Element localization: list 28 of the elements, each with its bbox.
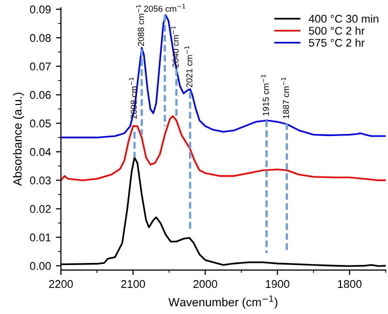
y-axis-title: Absorbance (a.u.) [13, 92, 24, 186]
annotation: 1915 cm$^{−1}$ [261, 74, 269, 116]
y-tick-label: 0.02 [30, 205, 51, 213]
annotation: 1887 cm$^{−1}$ [281, 78, 290, 118]
x-tick-label: 2100 [121, 280, 146, 288]
legend-label: 575 °C 2 hr [308, 38, 365, 47]
y-tick-label: 0.06 [30, 91, 51, 99]
y-tick-label: 0.00 [30, 262, 51, 270]
y-tick-label: 0.09 [30, 6, 51, 14]
y-tick-label: 0.05 [30, 120, 51, 128]
legend-label: 400 °C 30 min [308, 14, 378, 23]
x-tick-label: 1800 [338, 280, 362, 288]
x-tick-label: 2200 [49, 280, 73, 288]
x-axis-title: Wavenumber (cm$^{−1}$) [168, 296, 278, 309]
annotation: 2098 cm$^{−1}$ [129, 78, 137, 119]
y-tick-label: 0.03 [30, 176, 51, 184]
line-series [60, 14, 386, 138]
y-tick-label: 0.08 [30, 34, 51, 42]
x-tick-label: 2000 [193, 280, 218, 288]
legend-label: 500 °C 2 hr [308, 26, 365, 35]
annotation: 2021 cm$^{−1}$ [184, 46, 192, 88]
annotation: 2088 cm$^{−1}$ [136, 4, 144, 46]
x-tick-label: 1900 [266, 280, 290, 288]
annotation: 2040 cm$^{−1}$ [170, 26, 179, 68]
y-tick-label: 0.01 [30, 234, 51, 242]
y-tick-label: 0.07 [30, 62, 51, 70]
annotation: 2056 cm$^{−1}$ [144, 4, 186, 12]
y-tick-label: 0.04 [30, 148, 51, 156]
